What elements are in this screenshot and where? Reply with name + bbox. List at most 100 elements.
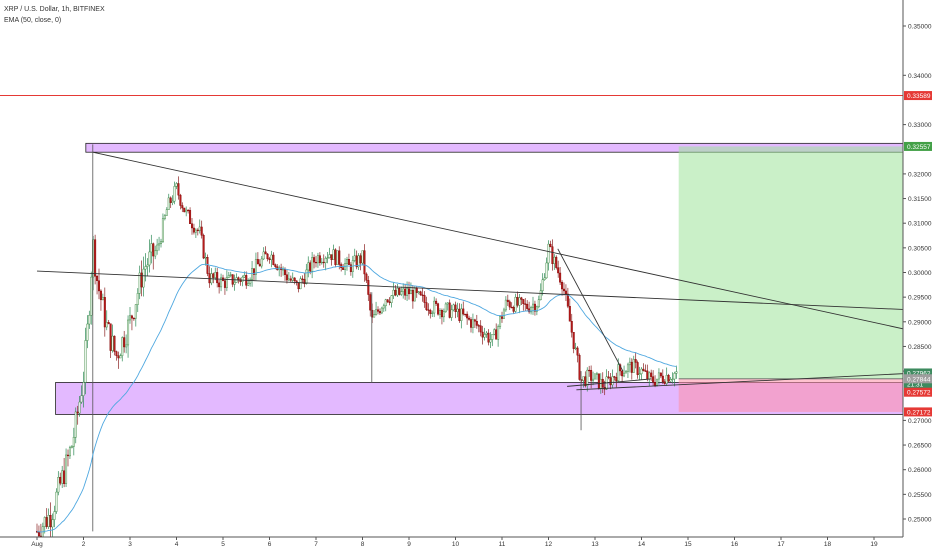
candle-body <box>336 250 339 265</box>
candle-body <box>200 226 203 236</box>
candle-body <box>103 297 106 328</box>
candle-body <box>630 361 633 373</box>
candle-body <box>206 257 209 274</box>
time-tick-label: Aug <box>31 541 43 548</box>
price-tick-label: 0.33000 <box>908 122 932 129</box>
candle-body <box>541 279 544 291</box>
time-tick-label: 18 <box>824 541 832 548</box>
candle-body <box>227 275 230 278</box>
candle-body <box>471 319 474 328</box>
candle-body <box>609 377 612 386</box>
candle-body <box>109 323 112 351</box>
candle-body <box>458 308 461 321</box>
candle-body <box>563 288 566 292</box>
candle-body <box>375 309 378 315</box>
candle-body <box>429 310 432 314</box>
candle-body <box>460 308 463 321</box>
candle-body <box>268 258 271 260</box>
candle-body <box>61 470 64 484</box>
candle-body <box>594 373 597 380</box>
price-label-text: 0.27172 <box>907 409 931 416</box>
price-axis[interactable]: 0.35000 0.34000 0.33000 0.32000 0.31500 0.310… <box>902 0 932 550</box>
candle-body <box>272 254 275 265</box>
candle-body <box>524 303 527 305</box>
candle-body <box>532 303 535 308</box>
candle-body <box>409 290 412 295</box>
price-label-text: 21:31 <box>907 381 924 388</box>
candle-body <box>654 382 657 386</box>
candle-body <box>499 316 502 327</box>
candle-body <box>439 310 442 315</box>
candle-body <box>487 332 490 343</box>
candle-body <box>177 183 180 196</box>
time-axis[interactable]: Aug 2 3 4 5 6 7 8 9 10 11 12 13 14 15 16 17 18 19 <box>0 536 932 550</box>
candle-body <box>49 515 52 528</box>
candle-body <box>68 447 71 457</box>
candle-body <box>247 283 250 286</box>
candle-body <box>287 278 290 281</box>
candle-body <box>121 337 124 356</box>
candle-body <box>313 257 316 263</box>
time-tick-label: 2 <box>82 541 86 548</box>
price-tick-label: 0.32000 <box>908 171 932 178</box>
candle-body <box>57 477 60 493</box>
candle-body <box>454 304 457 312</box>
candle-body <box>578 354 581 380</box>
long-position-tool[interactable] <box>678 146 912 412</box>
candle-body <box>450 309 453 318</box>
candle-body <box>466 313 469 319</box>
candle-body <box>130 315 133 319</box>
trendline <box>36 270 926 311</box>
candle-body <box>377 309 380 312</box>
candle-body <box>411 290 414 302</box>
candle-body <box>508 301 511 308</box>
candle-body <box>326 257 329 259</box>
candle-body <box>520 297 523 300</box>
trendline <box>557 248 624 372</box>
candle-body <box>673 373 676 380</box>
price-tick-label: 0.35000 <box>908 24 932 31</box>
price-tick-label: 0.25000 <box>908 517 932 524</box>
candle-body <box>491 334 494 340</box>
candle-body <box>218 282 221 288</box>
candle-body <box>94 239 97 277</box>
candle-body <box>435 300 438 304</box>
candle-body <box>468 317 471 320</box>
candle-body <box>107 322 110 324</box>
time-tick-label: 17 <box>777 541 785 548</box>
candle-body <box>574 347 577 349</box>
candle-body <box>229 274 232 276</box>
candle-body <box>632 359 635 373</box>
candle-body <box>115 351 118 356</box>
candle-body <box>127 319 130 346</box>
price-label-bg <box>904 368 932 378</box>
candle-body <box>117 355 120 359</box>
candle-body <box>311 257 314 272</box>
candle-body <box>163 215 166 219</box>
candle-body <box>223 280 226 288</box>
candle-body <box>650 372 653 377</box>
candle-body <box>243 275 246 278</box>
time-tick-label: 15 <box>684 541 692 548</box>
candle-body <box>196 229 199 232</box>
candle-body <box>241 276 244 282</box>
candle-body <box>675 371 678 374</box>
candle-body <box>80 395 83 403</box>
candle-body <box>305 269 308 285</box>
trendlines[interactable] <box>36 151 926 391</box>
candle-body <box>156 244 159 252</box>
candle-body <box>669 379 672 382</box>
candle-body <box>237 277 240 280</box>
candle-body <box>404 288 407 296</box>
candle-body <box>43 517 46 527</box>
candle-body <box>607 376 610 378</box>
candle-body <box>648 372 651 380</box>
candle-body <box>72 437 75 447</box>
candle-body <box>347 259 350 265</box>
candle-body <box>543 277 546 280</box>
candle-body <box>396 288 399 296</box>
price-tick-label: 0.26000 <box>908 467 932 474</box>
candles <box>36 144 678 549</box>
candle-body <box>657 372 660 380</box>
